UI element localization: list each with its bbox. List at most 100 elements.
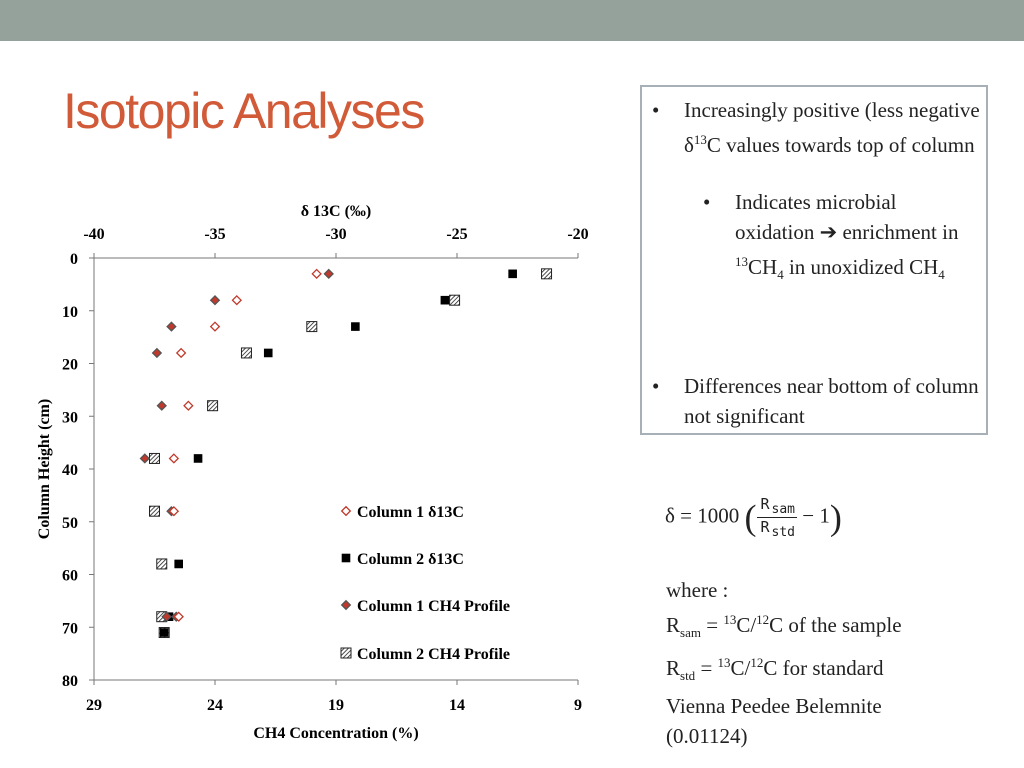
bullet-1-sup: 13 [693,132,707,147]
data-point-square-solid [351,322,360,331]
notes: where : Rsam = 13C/12C of the sample Rst… [666,575,902,751]
notes-sub: sam [680,625,701,641]
bottom-axis-title: CH4 Concentration (%) [253,725,418,742]
notes-where: where : [666,578,729,602]
data-point-square-solid [193,454,203,463]
formula-num-sub: sam [771,502,796,517]
data-point-diamond-open [209,321,221,332]
notes-eq: = [700,613,724,637]
y-tick-label: 70 [62,620,78,637]
data-point-square-hatched [541,268,553,280]
y-tick-label: 50 [62,515,78,532]
data-point-diamond-solid [166,321,177,332]
notes-tail: C of the sample [769,613,902,637]
bottom-tick-label: 24 [207,697,223,714]
data-point-square-hatched [449,294,461,306]
bottom-tick-label: 14 [449,697,465,714]
notes-c: C/ [736,613,757,637]
bullet-box: • Increasingly positive (less negative δ… [640,85,988,435]
bullet-1-tail: C values towards top of column [706,133,975,157]
data-point-square-solid [159,628,169,637]
chart-legend: Column 1 δ13C Column 2 δ13C Column 1 CH4 P… [340,504,510,663]
notes-line-3: Vienna Peedee Belemnite [666,694,882,719]
bullet-2-sub: 4 [777,267,784,283]
paren-close: ) [829,497,842,538]
y-tick-label: 30 [62,409,78,426]
y-tick-label: 60 [62,568,78,585]
data-point-diamond-solid [323,268,334,280]
legend-marker-square-solid [341,553,351,563]
top-axis-title: δ 13C (‰) [301,203,372,220]
bullet-2-sub-2: 4 [938,267,945,283]
formula-den-sub: std [771,525,796,540]
data-point-diamond-solid [161,611,172,622]
top-tick-label: -25 [446,226,467,243]
arrow-right-icon: ➔ [819,220,838,244]
bullet-2-ch: CH [748,255,778,279]
notes-r: R [666,613,681,637]
bullet-3: • Differences near bottom of column not … [652,371,984,431]
notes-sup: 12 [756,612,770,627]
data-point-diamond-solid [156,400,167,411]
bullet-2-text-3: in unoxidized CH [783,255,939,279]
data-point-diamond-open [311,268,322,280]
notes-line-1: Rsam = 13C/12C of the sample [666,605,902,648]
formula-lhs: δ = 1000 [665,503,740,528]
data-point-diamond-open [183,400,194,411]
data-point-square-hatched [149,505,160,517]
bottom-tick-label: 29 [86,697,102,714]
bottom-tick-label: 9 [574,697,582,714]
legend-marker-diamond-open [340,505,352,517]
data-point-diamond-open [231,294,242,306]
y-axis-title: Column Height (cm) [36,399,53,539]
data-point-square-hatched [149,452,160,464]
notes-c: C/ [730,656,751,681]
chart-marks [139,268,553,639]
formula-den: R [760,518,770,536]
data-point-square-hatched [156,558,168,570]
top-tick-label: -40 [83,226,104,243]
data-point-square-hatched [306,321,318,333]
data-point-square-solid [508,269,517,279]
y-tick-label: 0 [70,251,78,268]
data-point-square-solid [440,295,450,305]
legend-label: Column 1 CH4 Profile [357,598,510,615]
bullet-1-text: Increasingly positive (less negative δ [684,98,980,157]
top-bar [0,0,1024,41]
notes-sup: 12 [750,655,764,671]
legend-marker-diamond-solid [340,599,352,611]
y-tick-label: 80 [62,673,78,690]
bullet-2-text: Indicates microbial oxidation [735,190,897,244]
legend-marker-square-hatched [340,647,352,659]
data-point-diamond-solid [151,347,163,359]
top-tick-label: -20 [567,226,588,243]
formula-num: R [760,495,770,513]
data-point-square-hatched [207,400,219,412]
data-point-diamond-open [168,453,180,464]
notes-tail: C for standard [763,656,884,681]
data-point-diamond-solid [209,294,221,306]
data-point-square-hatched [240,347,252,359]
bullet-2-sup: 13 [735,254,748,269]
bullet-1: • Increasingly positive (less negative δ… [652,95,984,160]
notes-sup: 13 [717,655,731,671]
bullet-dot-icon: • [652,374,660,398]
bullet-dot-icon: • [703,190,711,214]
formula-tail: − 1 [802,503,830,528]
bullet-2-text-2: enrichment in [837,220,959,244]
data-point-square-solid [263,348,273,358]
notes-line-4: (0.01124) [666,724,748,749]
legend-label: Column 2 CH4 Profile [357,646,510,663]
notes-r: R [666,656,681,681]
y-tick-label: 20 [62,357,78,374]
legend-label: Column 1 δ13C [357,504,464,521]
notes-sup: 13 [723,612,737,627]
bullet-2: • Indicates microbial oxidation ➔ enrich… [703,187,980,290]
slide-title: Isotopic Analyses [63,83,425,139]
bullet-3-text: Differences near bottom of column not si… [684,374,979,428]
y-tick-label: 10 [62,304,78,321]
data-point-diamond-open [168,505,180,517]
data-point-diamond-open [173,611,184,622]
paren-open: ( [744,497,757,538]
